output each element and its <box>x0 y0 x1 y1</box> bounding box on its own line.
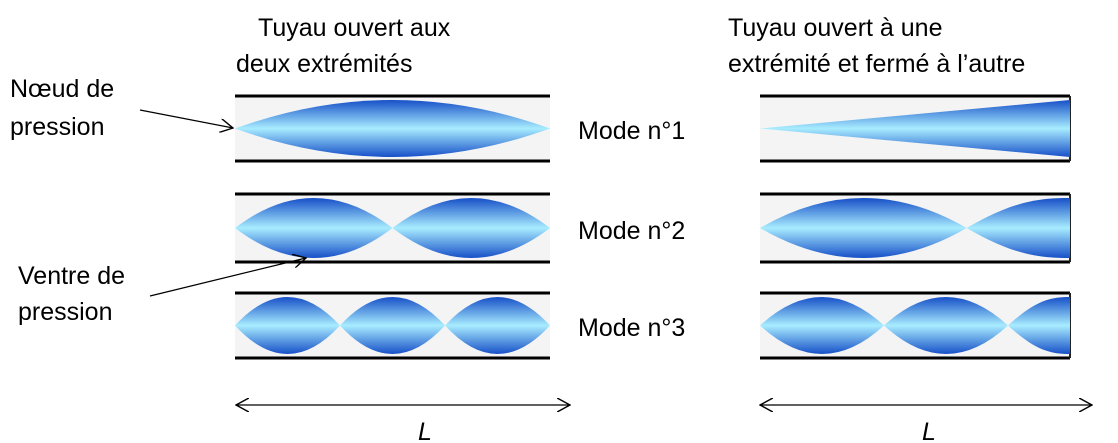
pressure-lobe <box>884 297 1008 354</box>
pressure-lobe <box>760 297 884 354</box>
node-arrow <box>139 109 233 128</box>
mode-label: Mode n°3 <box>578 314 685 342</box>
length-label: L <box>418 418 432 443</box>
right-title: Tuyau ouvert à une <box>728 14 943 42</box>
tubes <box>235 94 1071 360</box>
antinode-arrow <box>149 258 306 297</box>
pressure-lobe <box>445 297 550 354</box>
pressure-lobe <box>235 100 550 157</box>
length-label: L <box>922 418 936 443</box>
right-title: extrémité et fermé à l’autre <box>728 50 1025 78</box>
pressure-lobe <box>392 198 550 258</box>
pressure-lobe <box>235 297 340 354</box>
antinode-label: Ventre de <box>18 262 125 290</box>
pressure-lobe <box>760 100 1070 157</box>
left-title: deux extrémités <box>236 50 412 78</box>
node-label: pression <box>10 113 105 141</box>
pressure-lobe <box>966 198 1070 258</box>
pressure-lobe <box>340 297 445 354</box>
left-title: Tuyau ouvert aux <box>258 14 451 42</box>
antinode-label: pression <box>18 298 113 326</box>
pressure-lobe <box>760 198 967 258</box>
mode-label: Mode n°1 <box>578 117 685 145</box>
mode-label: Mode n°2 <box>578 217 685 245</box>
pressure-lobe <box>1008 297 1070 354</box>
node-label: Nœud de <box>10 75 114 103</box>
pressure-lobe <box>235 198 393 258</box>
